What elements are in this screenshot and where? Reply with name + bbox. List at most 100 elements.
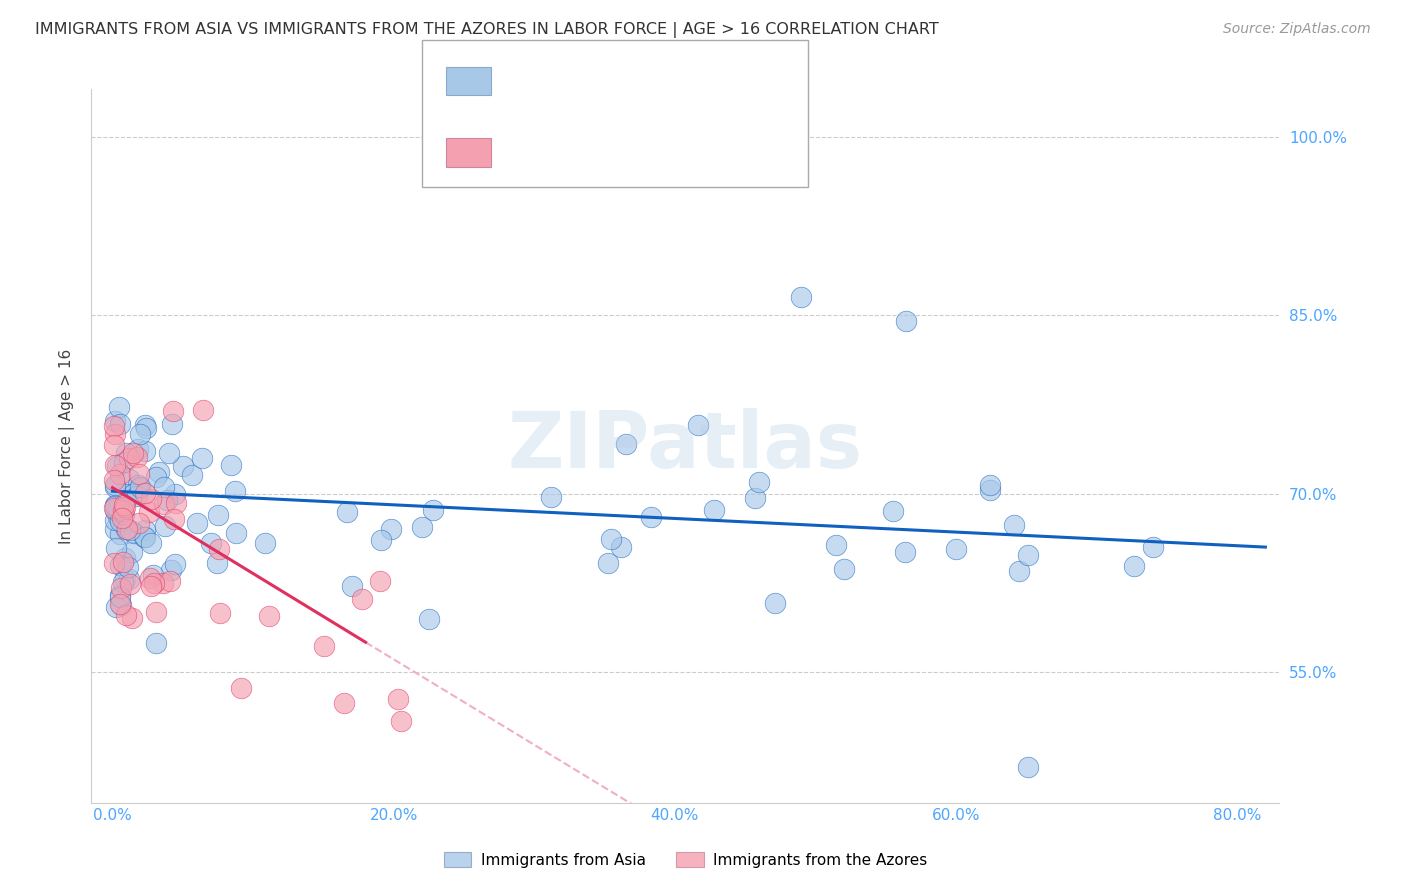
Point: [155, 493, 177, 508]
Point: [108, 467, 131, 481]
Point: [104, 480, 127, 494]
Point: [112, 508, 135, 522]
Point: [134, 523, 156, 537]
Text: N =: N =: [624, 144, 689, 161]
Point: [110, 558, 132, 572]
Point: [128, 467, 150, 482]
Legend: Immigrants from Asia, Immigrants from the Azores: Immigrants from Asia, Immigrants from th…: [437, 846, 934, 873]
Point: [540, 491, 562, 505]
Point: [134, 485, 156, 500]
Point: [186, 516, 208, 530]
Point: [142, 568, 165, 582]
Point: [703, 503, 725, 517]
Point: [159, 446, 181, 460]
Point: [790, 290, 813, 304]
Point: [148, 465, 170, 479]
Point: [114, 608, 136, 623]
Point: [163, 558, 186, 572]
Point: [387, 692, 409, 706]
Point: [748, 475, 770, 489]
Point: [104, 427, 127, 442]
Point: [127, 442, 149, 457]
Point: [370, 574, 392, 588]
Point: [380, 522, 402, 536]
Point: [108, 588, 131, 602]
Point: [744, 491, 766, 506]
Point: [138, 505, 160, 519]
Point: [253, 536, 276, 550]
Point: [945, 541, 967, 556]
Point: [134, 418, 156, 433]
Point: [1123, 558, 1146, 573]
Point: [1017, 548, 1039, 562]
Text: IMMIGRANTS FROM ASIA VS IMMIGRANTS FROM THE AZORES IN LABOR FORCE | AGE > 16 COR: IMMIGRANTS FROM ASIA VS IMMIGRANTS FROM …: [35, 22, 939, 38]
Point: [224, 484, 246, 499]
Point: [114, 494, 136, 508]
Point: [640, 510, 662, 524]
Point: [132, 530, 155, 544]
Point: [134, 444, 156, 458]
Point: [114, 500, 136, 515]
Point: [225, 525, 247, 540]
Point: [122, 487, 145, 501]
Point: [108, 590, 131, 604]
Point: [832, 561, 855, 575]
Point: [208, 606, 231, 620]
Point: [121, 611, 143, 625]
Point: [128, 482, 150, 496]
Text: R =: R =: [505, 144, 548, 161]
Point: [114, 550, 136, 565]
Point: [208, 541, 231, 556]
Point: [229, 681, 252, 696]
Point: [107, 501, 129, 516]
Point: [117, 573, 139, 587]
Point: [165, 496, 187, 510]
Point: [1002, 517, 1025, 532]
Point: [180, 467, 202, 482]
Point: [118, 472, 141, 486]
Point: [103, 500, 125, 515]
Point: [118, 577, 141, 591]
Point: [894, 314, 917, 328]
Point: [825, 538, 848, 552]
Point: [163, 511, 186, 525]
Point: [139, 492, 162, 507]
Text: ZIPatlas: ZIPatlas: [508, 408, 863, 484]
Point: [112, 555, 135, 569]
Text: 108: 108: [678, 72, 710, 90]
Point: [122, 445, 145, 459]
Point: [160, 417, 183, 431]
Text: R =: R =: [505, 72, 548, 90]
Point: [115, 446, 138, 460]
Point: [114, 572, 136, 586]
Point: [1142, 540, 1164, 554]
Point: [688, 417, 710, 432]
Point: [145, 470, 167, 484]
Point: [139, 571, 162, 585]
Point: [153, 480, 176, 494]
Point: [422, 502, 444, 516]
Point: [763, 596, 786, 610]
Point: [159, 574, 181, 588]
Point: [105, 600, 128, 615]
Point: [104, 499, 127, 513]
Point: [979, 478, 1001, 492]
Text: -0.582: -0.582: [544, 144, 609, 161]
Point: [103, 556, 125, 570]
Point: [314, 639, 336, 653]
Point: [979, 483, 1001, 497]
Point: [135, 421, 157, 435]
Point: [145, 636, 167, 650]
Point: [107, 509, 129, 524]
Point: [1008, 564, 1031, 578]
Point: [103, 419, 125, 434]
Point: [129, 426, 152, 441]
Point: [128, 516, 150, 530]
Point: [122, 526, 145, 541]
Point: [108, 527, 131, 541]
Point: [107, 509, 129, 524]
Point: [1017, 760, 1039, 774]
Point: [127, 478, 149, 492]
Point: [143, 575, 166, 590]
Point: [152, 576, 174, 591]
